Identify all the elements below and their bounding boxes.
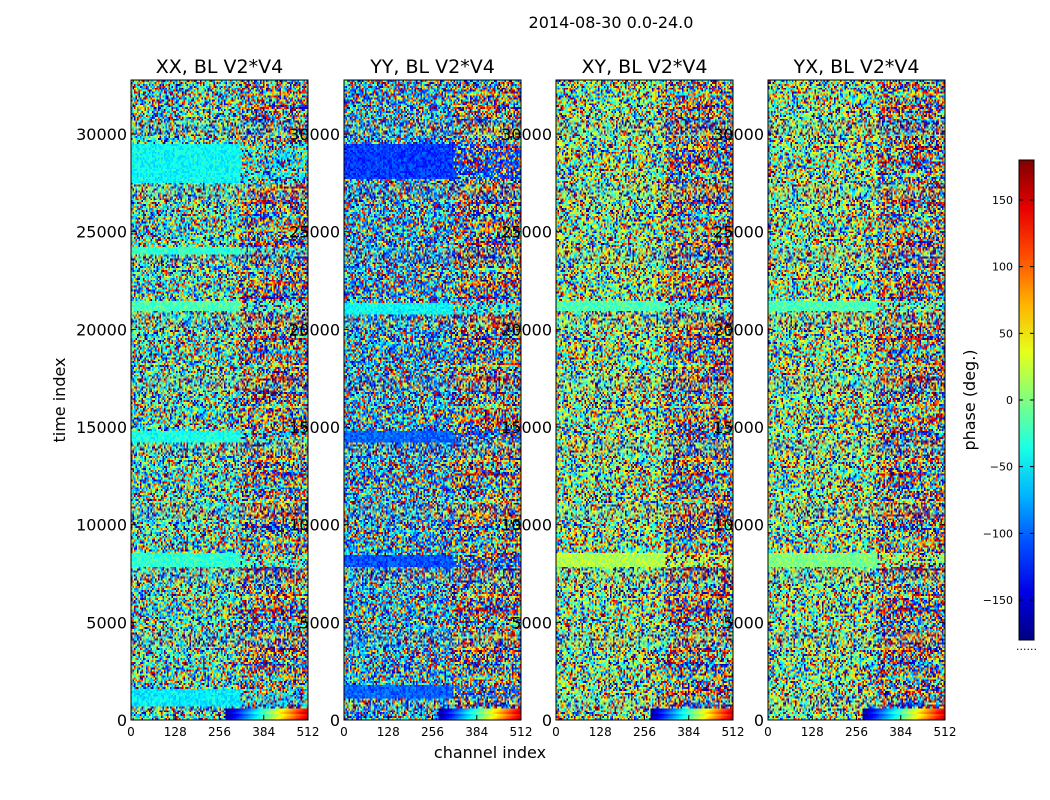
y-tick-label: 0 [542,711,552,730]
y-tick-label: 5000 [511,613,552,632]
y-tick-label: 10000 [76,516,127,535]
heatmap-0 [131,80,308,720]
y-tick-label: 30000 [76,125,127,144]
x-tick-label: 0 [764,725,772,739]
panel-title-2: XY, BL V2*V4 [581,56,707,78]
y-tick-label: 5000 [723,613,764,632]
y-tick-label: 0 [117,711,127,730]
y-tick-label: 25000 [713,223,764,242]
colorbar-tick-label: −50 [990,461,1013,474]
x-tick-label: 256 [421,725,444,739]
y-axis-label: time index [50,357,69,442]
colorbar: 150 100 50 0 −50 −100 −150...... [983,159,1037,653]
y-tick-label: 5000 [299,613,340,632]
x-axis-label: channel index [434,743,546,762]
y-tick-label: 10000 [289,516,340,535]
colorbar-tick-label: 100 [992,261,1013,274]
x-tick-label: 256 [633,725,656,739]
x-tick-label: 256 [208,725,231,739]
y-tick-label: 10000 [713,516,764,535]
x-tick-label: 0 [552,725,560,739]
x-tick-label: 128 [801,725,824,739]
colorbar-tick-label: 0 [1006,394,1013,407]
panel-title-1: YY, BL V2*V4 [369,56,495,78]
y-tick-label: 25000 [76,223,127,242]
x-tick-label: 256 [845,725,868,739]
heatmap-2 [556,80,733,720]
panel-2: XY, BL V2*V4 0 5000 10000 15000 20000 25000 300… [501,56,744,739]
y-tick-label: 15000 [501,418,552,437]
figure-title: 2014-08-30 0.0-24.0 [529,13,694,32]
colorbar-footer: ...... [1016,640,1037,653]
panel-0: XX, BL V2*V4 0 5000 10000 15000 20000 25000 300… [76,56,319,739]
x-tick-label: 128 [164,725,187,739]
x-tick-label: 512 [722,725,745,739]
y-tick-label: 25000 [501,223,552,242]
x-tick-label: 0 [127,725,135,739]
colorbar-tick-label: 150 [992,194,1013,207]
x-tick-label: 512 [934,725,957,739]
colorbar-tick-label: −100 [983,527,1013,540]
x-tick-label: 128 [377,725,400,739]
panel-title-0: XX, BL V2*V4 [156,56,283,78]
y-tick-label: 30000 [289,125,340,144]
y-tick-label: 30000 [713,125,764,144]
colorbar-tick-label: −150 [983,594,1013,607]
y-tick-label: 25000 [289,223,340,242]
y-tick-label: 15000 [289,418,340,437]
y-tick-label: 0 [754,711,764,730]
y-tick-label: 0 [330,711,340,730]
y-tick-label: 15000 [713,418,764,437]
x-tick-label: 512 [510,725,533,739]
panel-3: YX, BL V2*V4 0 5000 10000 15000 20000 25000 300… [713,56,956,739]
x-tick-label: 0 [340,725,348,739]
colorbar-tick-label: 50 [999,327,1013,340]
x-tick-label: 384 [677,725,700,739]
y-tick-label: 30000 [501,125,552,144]
heatmap-1 [344,80,521,720]
panel-1: YY, BL V2*V4 0 5000 10000 15000 20000 25000 300… [289,56,532,739]
x-tick-label: 384 [252,725,275,739]
x-tick-label: 384 [465,725,488,739]
panel-title-3: YX, BL V2*V4 [792,56,919,78]
y-tick-label: 10000 [501,516,552,535]
y-tick-label: 15000 [76,418,127,437]
y-tick-label: 20000 [289,320,340,339]
heatmap-3 [768,80,945,720]
x-tick-label: 128 [589,725,612,739]
y-tick-label: 5000 [86,613,127,632]
colorbar-label: phase (deg.) [960,349,979,450]
x-tick-label: 384 [889,725,912,739]
y-tick-label: 20000 [713,320,764,339]
x-tick-label: 512 [297,725,320,739]
y-tick-label: 20000 [501,320,552,339]
y-tick-label: 20000 [76,320,127,339]
panels: XX, BL V2*V4 0 5000 10000 15000 20000 25000 300… [76,56,956,739]
